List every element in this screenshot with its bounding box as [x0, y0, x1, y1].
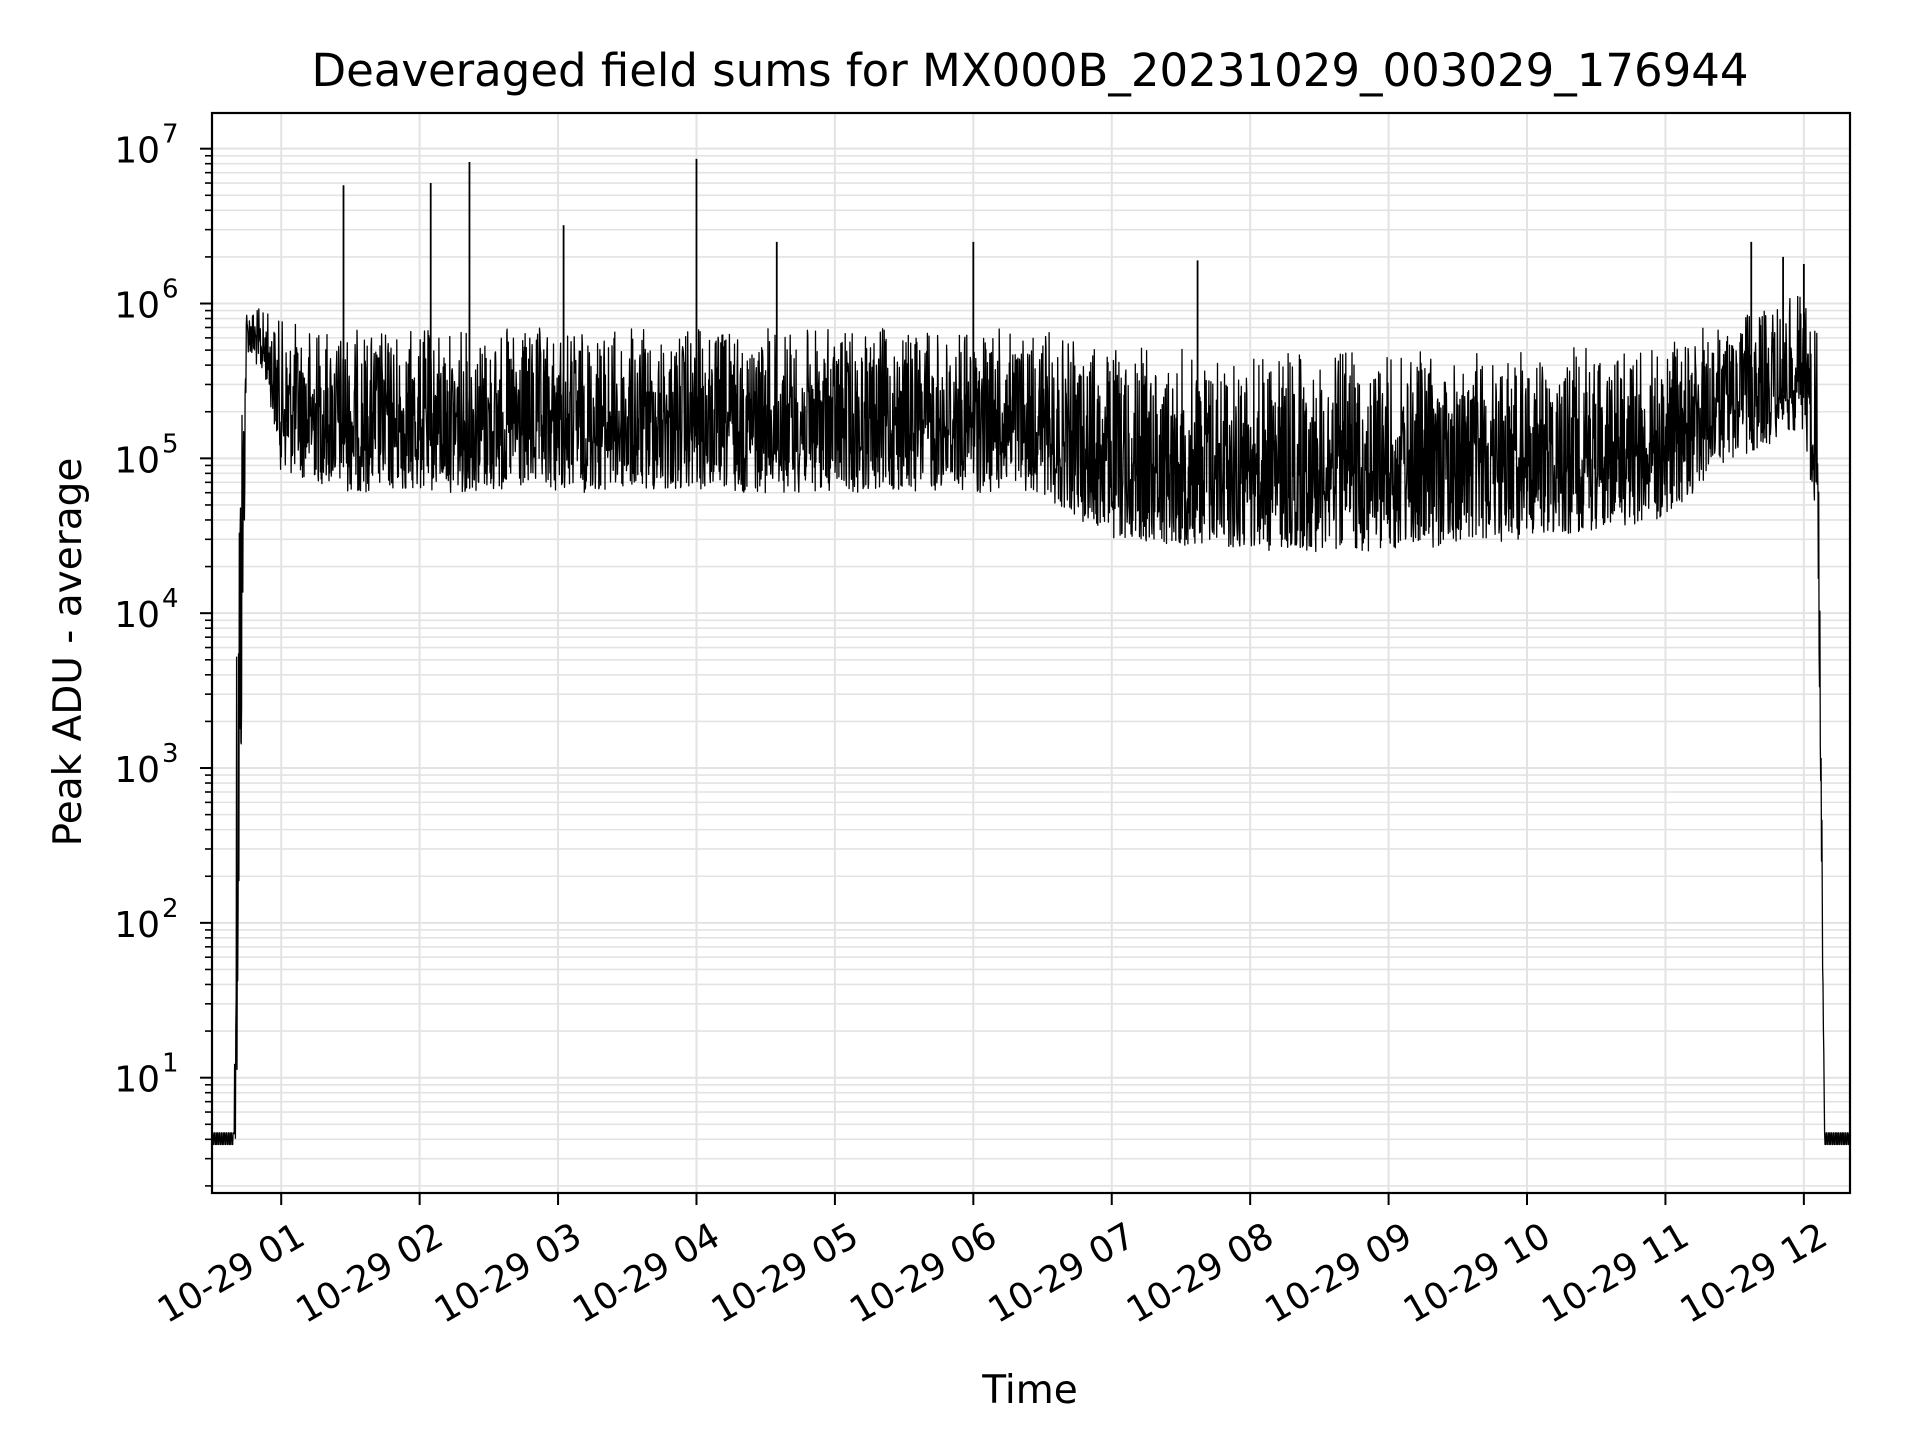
plot-data-group [212, 158, 1850, 1146]
y-tick-exponent: 6 [162, 275, 179, 305]
data-series-line [212, 295, 1850, 1146]
y-tick-exponent: 7 [162, 120, 179, 150]
y-tick-base: 10 [114, 750, 160, 791]
y-tick-exponent: 5 [162, 429, 179, 459]
y-tick-label: 10 4 [114, 584, 178, 636]
y-tick-label: 10 2 [114, 894, 178, 946]
y-tick-base: 10 [114, 905, 160, 946]
y-tick-exponent: 3 [162, 739, 179, 769]
plot-frame [210, 111, 1852, 1195]
y-tick-label: 10 5 [114, 429, 178, 481]
y-tick-label: 10 3 [114, 739, 178, 791]
y-tick-exponent: 1 [162, 1049, 179, 1079]
y-tick-base: 10 [114, 131, 160, 172]
y-tick-label: 10 7 [114, 120, 178, 172]
y-axis-label: Peak ADU - average [46, 458, 91, 847]
y-tick-base: 10 [114, 595, 160, 636]
y-tick-exponent: 4 [162, 584, 179, 614]
y-tick-base: 10 [114, 1060, 160, 1101]
y-tick-label: 10 6 [114, 275, 178, 327]
y-tick-base: 10 [114, 440, 160, 481]
y-tick-base: 10 [114, 286, 160, 327]
chart-title: Deaveraged field sums for MX000B_2023102… [311, 44, 1748, 97]
y-tick-label: 10 1 [114, 1049, 178, 1101]
x-axis-label: Time [981, 1368, 1077, 1413]
y-tick-exponent: 2 [162, 894, 179, 924]
